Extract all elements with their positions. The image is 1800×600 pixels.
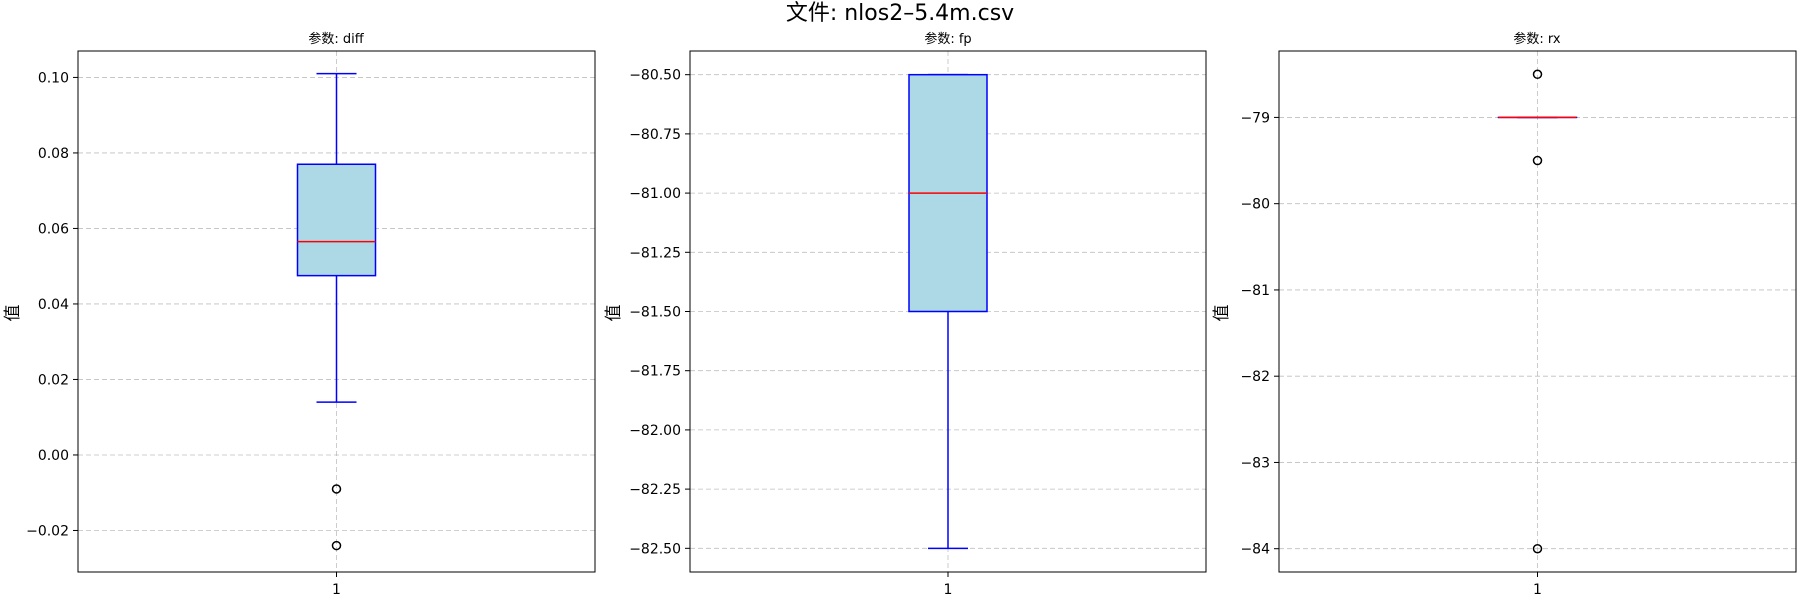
y-axis-label: 值 bbox=[1212, 305, 1232, 322]
y-tick-label: 0.08 bbox=[38, 146, 69, 162]
y-tick-label: −81.25 bbox=[629, 245, 681, 261]
y-axis-label: 值 bbox=[3, 305, 23, 322]
outlier-point bbox=[1532, 69, 1543, 80]
y-tick-label: −82 bbox=[1240, 369, 1270, 385]
y-tick-label: −80.75 bbox=[629, 127, 681, 143]
outlier-point bbox=[331, 484, 342, 494]
y-tick-label: 0.06 bbox=[38, 221, 69, 237]
iqr-box bbox=[296, 163, 377, 277]
outlier-point bbox=[1532, 543, 1543, 554]
y-tick-label: −81.00 bbox=[629, 186, 681, 202]
figure-title: 文件: nlos2–5.4m.csv bbox=[786, 1, 1014, 26]
y-tick-label: −79 bbox=[1240, 110, 1270, 126]
axes-frame bbox=[1278, 50, 1797, 573]
y-tick-label: −82.50 bbox=[629, 541, 681, 557]
y-tick-label: 0.02 bbox=[38, 372, 69, 388]
x-tick-label: 1 bbox=[1533, 582, 1542, 598]
y-tick-label: 0.00 bbox=[38, 448, 69, 464]
y-tick-label: −80.50 bbox=[629, 68, 681, 84]
y-tick-label: −81.50 bbox=[629, 305, 681, 321]
panel-diff: 参数: diff 值 −0.02 0.00 0.02 0.04 0.06 0.08 0.10… bbox=[3, 31, 596, 598]
x-tick-label: 1 bbox=[944, 582, 953, 598]
axes-frame bbox=[77, 50, 596, 573]
axes-frame bbox=[689, 50, 1207, 573]
y-axis-label: 值 bbox=[604, 305, 624, 322]
y-tick-label: −81.75 bbox=[629, 364, 681, 380]
panel-fp: 参数: fp 值 −82.50 −82.25 −82.00 −81.75 −81.50 −… bbox=[604, 31, 1207, 598]
panel-title: 参数: fp bbox=[924, 31, 971, 47]
y-tick-label: 0.10 bbox=[38, 70, 69, 86]
y-tick-label: −80 bbox=[1240, 197, 1270, 213]
panel-title: 参数: diff bbox=[308, 31, 364, 47]
y-tick-label: −0.02 bbox=[26, 523, 69, 539]
y-tick-label: −84 bbox=[1240, 542, 1270, 558]
outlier-point bbox=[1532, 155, 1543, 166]
outlier-point bbox=[331, 540, 342, 551]
x-tick-label: 1 bbox=[332, 582, 341, 598]
y-tick-label: −83 bbox=[1240, 455, 1270, 471]
y-tick-label: −82.25 bbox=[629, 482, 681, 498]
panel-title: 参数: rx bbox=[1513, 31, 1561, 47]
panel-rx: 参数: rx 值 −84 −83 −82 −81 −80 −79 1 bbox=[1212, 31, 1797, 598]
y-tick-label: −82.00 bbox=[629, 423, 681, 439]
y-tick-label: 0.04 bbox=[38, 297, 69, 313]
y-tick-label: −81 bbox=[1240, 283, 1270, 299]
